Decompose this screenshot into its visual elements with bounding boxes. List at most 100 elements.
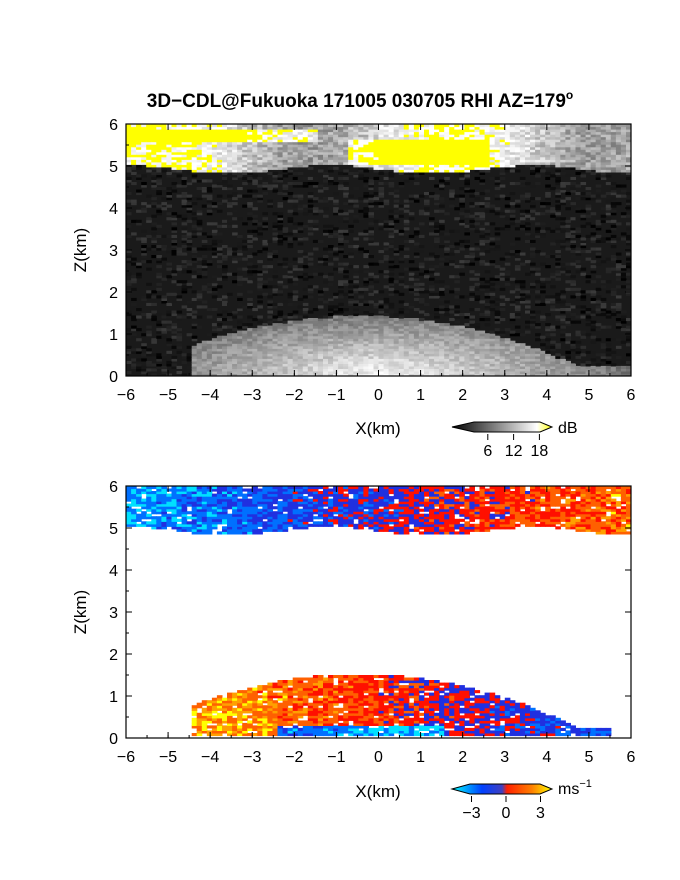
heatmap-cell xyxy=(338,345,344,349)
heatmap-cell xyxy=(383,328,390,332)
heatmap-cell xyxy=(277,310,284,314)
heatmap-cell xyxy=(267,325,273,329)
heatmap-cell xyxy=(499,333,506,337)
heatmap-cell xyxy=(474,325,481,329)
heatmap-cell xyxy=(257,373,263,376)
heatmap-cell xyxy=(403,330,410,334)
heatmap-cell xyxy=(403,348,410,352)
heatmap-cell xyxy=(418,325,425,329)
heatmap-cell xyxy=(307,126,314,130)
heatmap-cell xyxy=(530,371,536,375)
heatmap-cell xyxy=(211,169,218,173)
heatmap-cell xyxy=(287,124,294,128)
heatmap-cell xyxy=(126,234,132,238)
heatmap-cell xyxy=(434,272,440,276)
heatmap-cell xyxy=(514,267,521,271)
heatmap-cell xyxy=(297,146,304,150)
heatmap-cell xyxy=(343,176,349,180)
heatmap-cell xyxy=(403,350,410,354)
heatmap-cell xyxy=(323,156,329,160)
heatmap-cell xyxy=(232,310,238,314)
heatmap-cell xyxy=(328,373,334,376)
heatmap-cell xyxy=(368,199,374,203)
heatmap-cell xyxy=(247,131,253,135)
heatmap-cell xyxy=(262,328,268,332)
heatmap-cell xyxy=(424,257,430,261)
heatmap-cell xyxy=(282,156,289,160)
heatmap-cell xyxy=(444,308,450,312)
heatmap-cell xyxy=(338,136,344,140)
heatmap-cell xyxy=(307,348,314,352)
heatmap-cell xyxy=(358,141,364,145)
heatmap-cell xyxy=(353,290,359,294)
heatmap-cell xyxy=(277,217,284,221)
heatmap-cell xyxy=(216,358,223,362)
heatmap-cell xyxy=(237,353,243,357)
heatmap-cell xyxy=(307,323,314,327)
heatmap-cell xyxy=(257,343,263,347)
heatmap-cell xyxy=(277,154,284,158)
heatmap-cell xyxy=(459,345,465,349)
heatmap-cell xyxy=(383,365,390,369)
heatmap-cell xyxy=(136,262,142,266)
heatmap-cell xyxy=(206,345,213,349)
heatmap-cell xyxy=(484,159,491,163)
heatmap-cell xyxy=(434,194,440,198)
heatmap-cell xyxy=(479,277,486,281)
heatmap-cell xyxy=(242,277,248,281)
heatmap-cell xyxy=(378,149,385,153)
heatmap-cell xyxy=(292,124,299,128)
heatmap-cell xyxy=(494,328,501,332)
heatmap-cell xyxy=(348,358,354,362)
heatmap-cell xyxy=(469,154,475,158)
heatmap-cell xyxy=(368,154,374,158)
heatmap-cell xyxy=(449,368,455,372)
heatmap-cell xyxy=(211,124,218,128)
heatmap-cell xyxy=(454,265,460,269)
heatmap-cell xyxy=(383,134,390,138)
heatmap-cell xyxy=(444,141,450,145)
heatmap-cell xyxy=(484,131,491,135)
heatmap-cell xyxy=(131,141,137,145)
heatmap-cell xyxy=(373,368,380,372)
heatmap-cell xyxy=(227,371,233,375)
heatmap-cell xyxy=(211,350,218,354)
heatmap-cell xyxy=(484,338,491,342)
heatmap-cell xyxy=(398,131,405,135)
heatmap-cell xyxy=(196,154,203,158)
heatmap-cell xyxy=(398,149,405,153)
heatmap-cell xyxy=(403,247,410,251)
heatmap-cell xyxy=(343,340,349,344)
heatmap-cell xyxy=(469,330,475,334)
heatmap-cell xyxy=(252,154,258,158)
heatmap-cell xyxy=(257,234,263,238)
heatmap-cell xyxy=(171,227,178,231)
heatmap-cell xyxy=(348,131,354,135)
heatmap-cell xyxy=(484,318,491,322)
heatmap-cell xyxy=(237,194,243,198)
heatmap-cell xyxy=(338,239,344,243)
heatmap-cell xyxy=(459,151,465,155)
heatmap-cell xyxy=(343,232,349,236)
heatmap-cell xyxy=(333,328,339,332)
heatmap-cell xyxy=(519,141,526,145)
heatmap-cell xyxy=(418,124,425,128)
heatmap-cell xyxy=(358,343,364,347)
heatmap-cell xyxy=(540,315,546,319)
heatmap-cell xyxy=(408,176,415,180)
heatmap-cell xyxy=(459,247,465,251)
heatmap-cell xyxy=(429,151,435,155)
heatmap-cell xyxy=(358,136,364,140)
heatmap-cell xyxy=(504,134,511,138)
heatmap-cell xyxy=(307,141,314,145)
heatmap-cell xyxy=(211,345,218,349)
heatmap-cell xyxy=(312,318,319,322)
heatmap-cell xyxy=(272,368,279,372)
heatmap-cell xyxy=(550,164,556,168)
heatmap-cell xyxy=(499,136,506,140)
heatmap-cell xyxy=(307,194,314,198)
heatmap-cell xyxy=(141,139,147,143)
heatmap-cell xyxy=(489,300,496,304)
heatmap-cell xyxy=(136,222,142,226)
heatmap-cell xyxy=(343,270,349,274)
